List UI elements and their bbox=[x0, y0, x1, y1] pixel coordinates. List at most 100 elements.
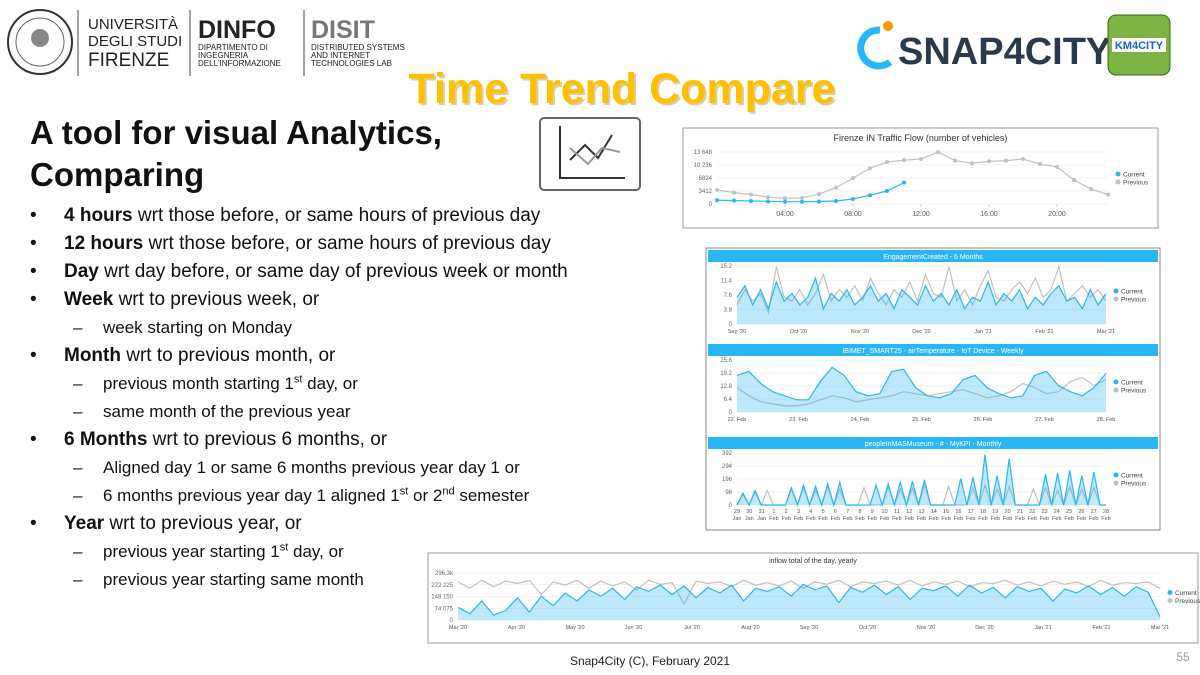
point bbox=[800, 199, 804, 204]
y-tick-label: 25.6 bbox=[720, 358, 732, 364]
chart-title: IBIMET_SMART25 - airTemperature - IoT De… bbox=[842, 348, 1024, 355]
x-tick-label: Jun '20 bbox=[625, 625, 643, 631]
heading: A tool for visual Analytics, Comparing bbox=[30, 112, 442, 196]
point bbox=[715, 187, 719, 192]
x-tick-label: 9 bbox=[871, 509, 874, 515]
sub-item: week starting on Monday bbox=[64, 314, 664, 342]
x-tick-label: Sep '20 bbox=[728, 329, 746, 335]
heading-line: Comparing bbox=[30, 156, 205, 193]
x-tick-label: 1 bbox=[772, 509, 775, 515]
x-tick-label: Feb bbox=[855, 516, 864, 522]
series-area bbox=[737, 454, 1106, 505]
x-tick-label: Feb bbox=[831, 516, 840, 522]
x-tick-label: 7 bbox=[846, 509, 849, 515]
text-run: wrt to previous year, or bbox=[104, 513, 302, 534]
x-tick-label: 31 bbox=[759, 509, 765, 515]
x-tick-label: Feb bbox=[818, 516, 827, 522]
dinfo-line: DIPARTIMENTO DI bbox=[198, 43, 268, 52]
disit-line: AND INTERNET bbox=[311, 51, 370, 60]
x-tick-label: Feb '21 bbox=[1092, 625, 1110, 631]
point bbox=[834, 185, 838, 190]
text-run: 6 Months bbox=[64, 429, 148, 450]
point bbox=[1072, 177, 1076, 182]
legend-label: Current bbox=[1123, 172, 1145, 179]
x-tick-label: Mar '21 bbox=[1151, 625, 1169, 631]
point bbox=[868, 166, 872, 171]
bullet-text: 6 Months wrt to previous 6 months, or bbox=[64, 429, 387, 450]
point bbox=[715, 198, 719, 203]
dinfo-line: INGEGNERIA bbox=[198, 51, 249, 60]
x-tick-label: Jan '21 bbox=[1034, 625, 1052, 631]
y-tick-label: 15.2 bbox=[720, 264, 732, 270]
point bbox=[783, 199, 787, 204]
x-tick-label: 25. Feb bbox=[912, 417, 931, 423]
point bbox=[953, 158, 957, 163]
text-run: semester bbox=[454, 486, 530, 505]
text-run: nd bbox=[442, 485, 455, 498]
x-tick-label: Feb bbox=[991, 516, 1000, 522]
x-tick-label: Oct '20 bbox=[859, 625, 876, 631]
x-tick-label: 29 bbox=[734, 509, 740, 515]
text-run: day, or bbox=[302, 374, 358, 393]
point bbox=[732, 190, 736, 195]
bullet-item: 4 hours wrt those before, or same hours … bbox=[30, 202, 664, 230]
x-tick-label: Feb bbox=[1040, 516, 1049, 522]
legend-label: Current bbox=[1121, 380, 1143, 387]
legend-marker bbox=[1113, 288, 1119, 294]
bullet-text: Month wrt to previous month, or bbox=[64, 345, 335, 366]
point bbox=[885, 189, 889, 194]
x-tick-label: 12:00 bbox=[912, 211, 930, 218]
x-tick-label: Feb bbox=[880, 516, 889, 522]
heading-line: A tool for visual Analytics, bbox=[30, 114, 442, 151]
y-tick-label: 0 bbox=[709, 202, 713, 208]
chart-icon bbox=[539, 117, 641, 191]
point bbox=[1038, 161, 1042, 166]
point bbox=[987, 159, 991, 164]
point bbox=[766, 199, 770, 204]
legend-marker bbox=[1167, 598, 1173, 603]
chart-header bbox=[708, 437, 1158, 449]
series-line bbox=[716, 151, 1109, 199]
legend-label: Current bbox=[1121, 289, 1143, 296]
seal bbox=[7, 9, 73, 75]
disit-line: TECHNOLOGIES LAB bbox=[311, 59, 392, 68]
x-tick-label: 2 bbox=[785, 509, 788, 515]
text-run: Year bbox=[64, 513, 105, 534]
point bbox=[1055, 165, 1059, 170]
x-tick-label: Feb bbox=[978, 516, 987, 522]
x-tick-label: Feb bbox=[868, 516, 877, 522]
y-tick-label: 3.8 bbox=[724, 308, 733, 314]
text-run: st bbox=[279, 541, 289, 554]
x-tick-label: 23 bbox=[1041, 509, 1047, 515]
x-tick-label: Feb bbox=[794, 516, 803, 522]
km4city-logo: KM4CITY bbox=[1115, 40, 1164, 52]
x-tick-label: Mar '21 bbox=[1097, 329, 1115, 335]
y-tick-label: 3412 bbox=[699, 189, 713, 195]
bullet-item: Week wrt to previous week, or week starti… bbox=[30, 286, 664, 342]
x-tick-label: Feb bbox=[941, 516, 950, 522]
chart-title: EngagementCreated - 6 Months bbox=[883, 254, 983, 261]
legend-label: Current bbox=[1175, 590, 1197, 597]
x-tick-label: Feb bbox=[1003, 516, 1012, 522]
text-run: wrt those before, or same hours of previ… bbox=[132, 205, 541, 226]
text-run: day, or bbox=[288, 542, 344, 561]
point bbox=[817, 192, 821, 197]
text-run: same month of the previous year bbox=[103, 402, 351, 421]
chart-icon-line bbox=[569, 146, 621, 166]
y-tick-label: 10 236 bbox=[694, 163, 713, 169]
x-tick-label: 04:00 bbox=[776, 211, 794, 218]
bullet-text: 4 hours wrt those before, or same hours … bbox=[64, 205, 540, 226]
bullet-text: 12 hours wrt those before, or same hours… bbox=[64, 233, 551, 254]
point bbox=[749, 198, 753, 203]
point bbox=[1106, 192, 1110, 197]
series-line bbox=[457, 583, 1161, 618]
x-tick-label: Feb bbox=[769, 516, 778, 522]
bullet-item: Day wrt day before, or same day of previ… bbox=[30, 258, 584, 286]
y-tick-label: 11.4 bbox=[721, 279, 733, 285]
text-run: Day bbox=[64, 261, 99, 282]
x-tick-label: Feb bbox=[1101, 516, 1110, 522]
x-tick-label: Feb bbox=[904, 516, 913, 522]
text-run: previous year starting 1 bbox=[103, 542, 280, 561]
seal-figure bbox=[31, 29, 49, 47]
x-tick-label: 30 bbox=[746, 509, 752, 515]
